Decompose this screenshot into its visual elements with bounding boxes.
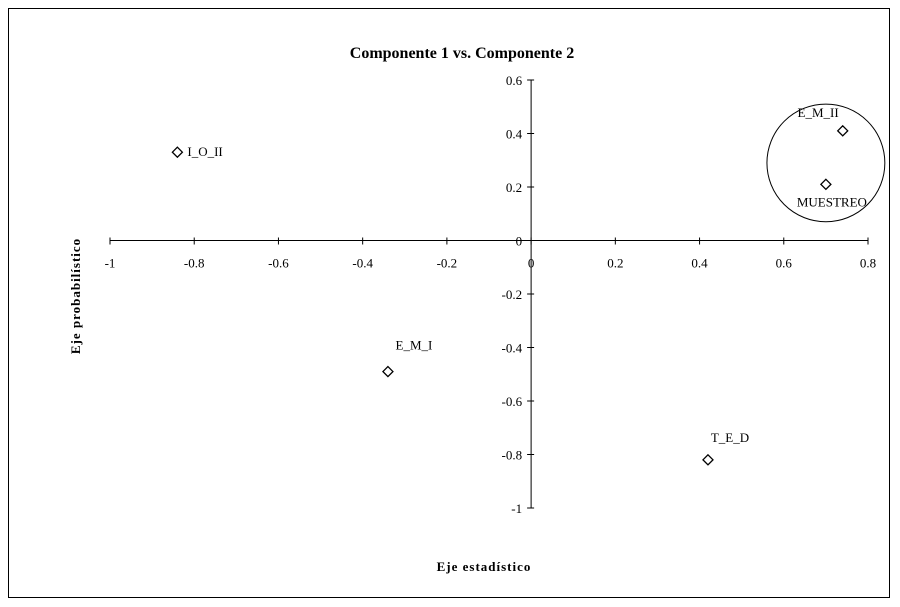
y-tick-label: -1 — [511, 501, 522, 516]
x-tick-label: -0.6 — [268, 256, 289, 271]
data-point-label: E_M_II — [798, 105, 839, 120]
y-axis-label: Eje probabilístico — [68, 238, 83, 354]
y-tick-label: -0.8 — [502, 448, 523, 463]
x-axis-label: Eje estadístico — [437, 559, 532, 574]
data-point-label: MUESTREO — [797, 194, 867, 209]
x-tick-label: 0.4 — [691, 256, 708, 271]
x-tick-label: 0.8 — [860, 256, 876, 271]
y-tick-label: 0.6 — [506, 73, 523, 88]
data-point-label: E_M_I — [396, 338, 433, 353]
data-point-marker — [702, 453, 714, 466]
axes: -1 -0.8 -0.6 -0.4 -0.2 0 0.2 0.4 0.6 0.8 0.6 0.4 0.2… — [105, 73, 877, 516]
y-tick-label: 0 — [516, 234, 523, 249]
chart-frame — [8, 8, 890, 598]
x-tick-label: 0 — [528, 256, 535, 271]
chart-title: Componente 1 vs. Componente 2 — [350, 45, 574, 62]
data-points: I_O_II E_M_II MUESTREO E_M_I T_E_D — [171, 105, 867, 466]
x-tick-label: -0.8 — [184, 256, 205, 271]
data-point-marker — [819, 178, 832, 191]
highlight-ellipse — [766, 103, 886, 223]
x-tick-label: 0.6 — [776, 256, 793, 271]
x-tick-label: -1 — [105, 256, 116, 271]
data-point-label: T_E_D — [711, 430, 749, 445]
y-tick-label: -0.4 — [502, 341, 523, 356]
data-point-marker — [382, 365, 394, 378]
x-tick-label: -0.2 — [437, 256, 458, 271]
y-tick-label: 0.4 — [506, 127, 523, 142]
x-tick-label: 0.2 — [607, 256, 623, 271]
y-tick-label: -0.2 — [502, 287, 523, 302]
y-tick-label: -0.6 — [502, 394, 523, 409]
data-point-marker — [836, 124, 849, 137]
data-point-label: I_O_II — [187, 144, 222, 159]
annotations — [766, 103, 886, 223]
y-tick-label: 0.2 — [506, 180, 522, 195]
x-tick-label: -0.4 — [352, 256, 373, 271]
data-point-marker — [171, 146, 184, 159]
